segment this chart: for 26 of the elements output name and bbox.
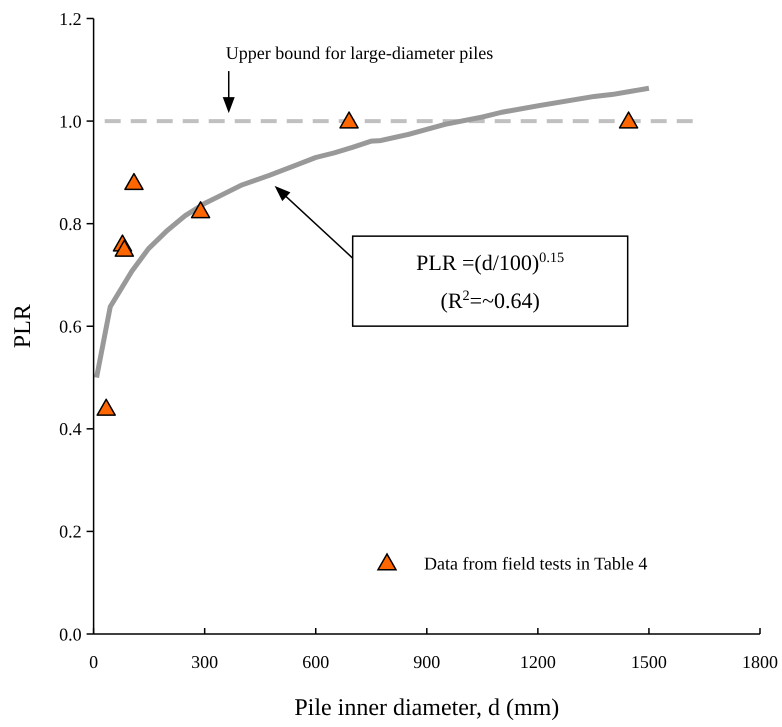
annotation: (R$^{2}$=~0.64) [440,288,540,314]
point [96,398,116,416]
x-axis-title: Pile inner diameter, d (mm) [294,695,560,721]
point [114,240,134,257]
x-tick-label: 1500 [630,652,667,672]
x-tick-label: 600 [302,652,330,672]
y-tick-label: 1.2 [59,8,82,29]
y-tick-label: 1.0 [59,111,82,132]
y-tick-label: 0.0 [59,624,82,644]
x-tick-label: 0 [89,652,98,672]
point [124,172,144,190]
point [618,111,638,129]
point [190,201,210,218]
y-tick-label: 0.8 [59,214,82,234]
y-tick-label: 0.6 [59,316,82,337]
point [339,111,359,129]
legend-label: Data from field tests in Table 4 [424,553,648,574]
x-tick-label: 900 [413,652,440,672]
y-axis-title: PLR [10,304,36,348]
x-tick-label: 1800 [742,652,778,672]
annotation: Upper bound for large-diameter piles [226,43,494,64]
x-tick-label: 300 [191,652,218,672]
y-tick-label: 0.2 [59,522,82,542]
annotation: PLR =(d/100)$^{0.15}$ [416,250,564,276]
y-tick-label: 0.4 [59,419,82,440]
x-tick-label: 1200 [520,652,556,672]
